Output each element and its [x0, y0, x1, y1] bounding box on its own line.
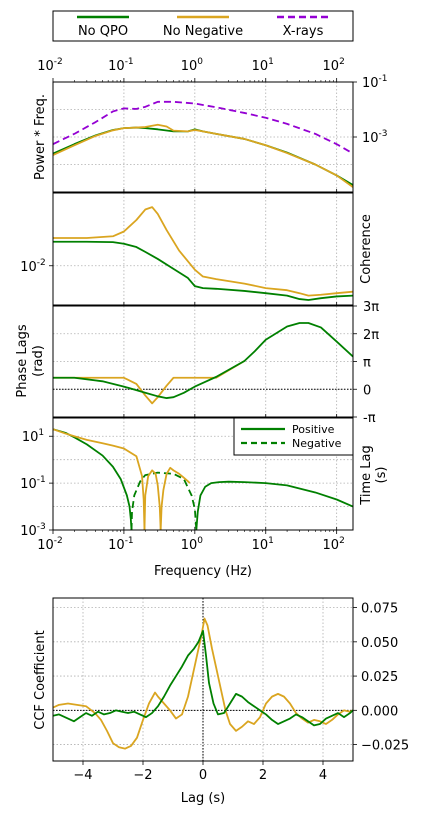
series-group	[53, 322, 353, 405]
y-tick-label-right: 2π	[363, 328, 379, 343]
x-top-tick-label: 100	[181, 57, 204, 74]
legend-label-no-negative: No Negative	[163, 24, 243, 39]
coherence-ylabel: Coherence	[359, 214, 374, 284]
y-tick-label-right: 3π	[363, 300, 379, 315]
series-line-no-qpo	[53, 240, 353, 301]
y-tick-label-right: 0	[363, 383, 371, 398]
series-line-no-qpo-positive-low	[53, 428, 133, 530]
x-bottom-tick-label: 101	[252, 536, 274, 553]
y-tick-label-right: 0.025	[361, 670, 398, 685]
y-tick-label-left: 101	[22, 428, 44, 445]
power-panel: 10-2 10-1 100 101 102 10-1 10-3	[37, 57, 388, 193]
x-tick-label: 4	[319, 768, 327, 783]
time-lag-panel: 10-2 10-1 100 101 102 101 10-1 10-3	[20, 417, 354, 553]
series-group	[53, 617, 353, 750]
frequency-xlabel: Frequency (Hz)	[154, 564, 252, 579]
x-top-tick-label: 10-1	[108, 57, 134, 74]
y-tick-label-left: 10-3	[20, 522, 46, 539]
series-line-no-negative-2	[143, 469, 162, 530]
x-top-tick-label: 102	[323, 57, 345, 74]
x-bottom-tick-label: 10-1	[108, 536, 134, 553]
timelag-ylabel: Time Lag	[359, 445, 374, 505]
y-tick-label-right: 10-3	[362, 129, 388, 146]
y-tick-label-right: π	[363, 356, 371, 371]
phase-lags-panel: -π 0 π 2π 3π	[52, 300, 379, 426]
series-group	[53, 206, 353, 301]
y-tick-label-right: −0.025	[361, 739, 409, 754]
legend-label-xrays: X-rays	[283, 24, 324, 39]
axes-frame	[52, 417, 354, 531]
x-tick-label: 2	[259, 768, 267, 783]
timelag-ylabel-units: (s)	[374, 467, 389, 484]
series-line-no-negative-3	[159, 466, 191, 530]
series-line-no-qpo	[53, 322, 353, 399]
series-line-no-negative	[53, 617, 353, 750]
y-tick-label-right: 0.050	[361, 636, 398, 651]
series-line-no-negative	[53, 360, 245, 405]
top-legend: No QPO No Negative X-rays	[52, 10, 354, 42]
ccf-ylabel: CCF Coefficient	[33, 630, 48, 729]
series-group	[53, 428, 353, 530]
timelag-legend: Positive Negative	[233, 417, 354, 456]
series-line-no-negative	[53, 206, 353, 297]
axes-frame	[52, 192, 354, 306]
x-tick-label: −2	[133, 768, 152, 783]
phase-ylabel-units: (rad)	[31, 345, 46, 377]
series-line-no-qpo-negative	[130, 471, 198, 530]
x-top-tick-label: 101	[252, 57, 274, 74]
y-tick-label-right: 10-1	[362, 74, 388, 91]
y-tick-label-right: 0.075	[361, 602, 398, 617]
series-line-x-rays	[53, 100, 353, 155]
legend-label-positive: Positive	[292, 423, 335, 436]
series-line-no-qpo-positive-high	[195, 480, 353, 530]
x-tick-label: −4	[73, 768, 92, 783]
axes-frame	[52, 81, 354, 193]
x-bottom-tick-label: 102	[323, 536, 345, 553]
coherence-panel: 10-2	[20, 192, 354, 306]
series-line-no-qpo	[53, 629, 353, 727]
series-line-no-negative	[53, 428, 146, 530]
power-ylabel: Power * Freq.	[33, 94, 48, 180]
legend-label-negative: Negative	[292, 437, 342, 450]
series-line-no-negative	[53, 123, 353, 188]
x-top-tick-label: 10-2	[37, 57, 63, 74]
y-tick-label-right: 0.000	[361, 704, 398, 719]
y-tick-label-right: -π	[363, 411, 376, 426]
series-line-no-qpo	[53, 126, 353, 186]
phase-ylabel: Phase Lags	[15, 324, 30, 397]
legend-label-no-qpo: No QPO	[78, 24, 128, 39]
y-tick-label-left: 10-1	[20, 475, 46, 492]
y-tick-label-left: 10-2	[20, 258, 46, 275]
x-tick-label: 0	[199, 768, 207, 783]
x-bottom-tick-label: 100	[181, 536, 204, 553]
lag-xlabel: Lag (s)	[181, 791, 226, 806]
series-group	[53, 100, 353, 188]
ccf-panel: −4 −2 0 2 4 −0.025 0.000 0.025 0.050 0.075	[52, 597, 409, 783]
x-bottom-tick-label: 10-2	[37, 536, 63, 553]
